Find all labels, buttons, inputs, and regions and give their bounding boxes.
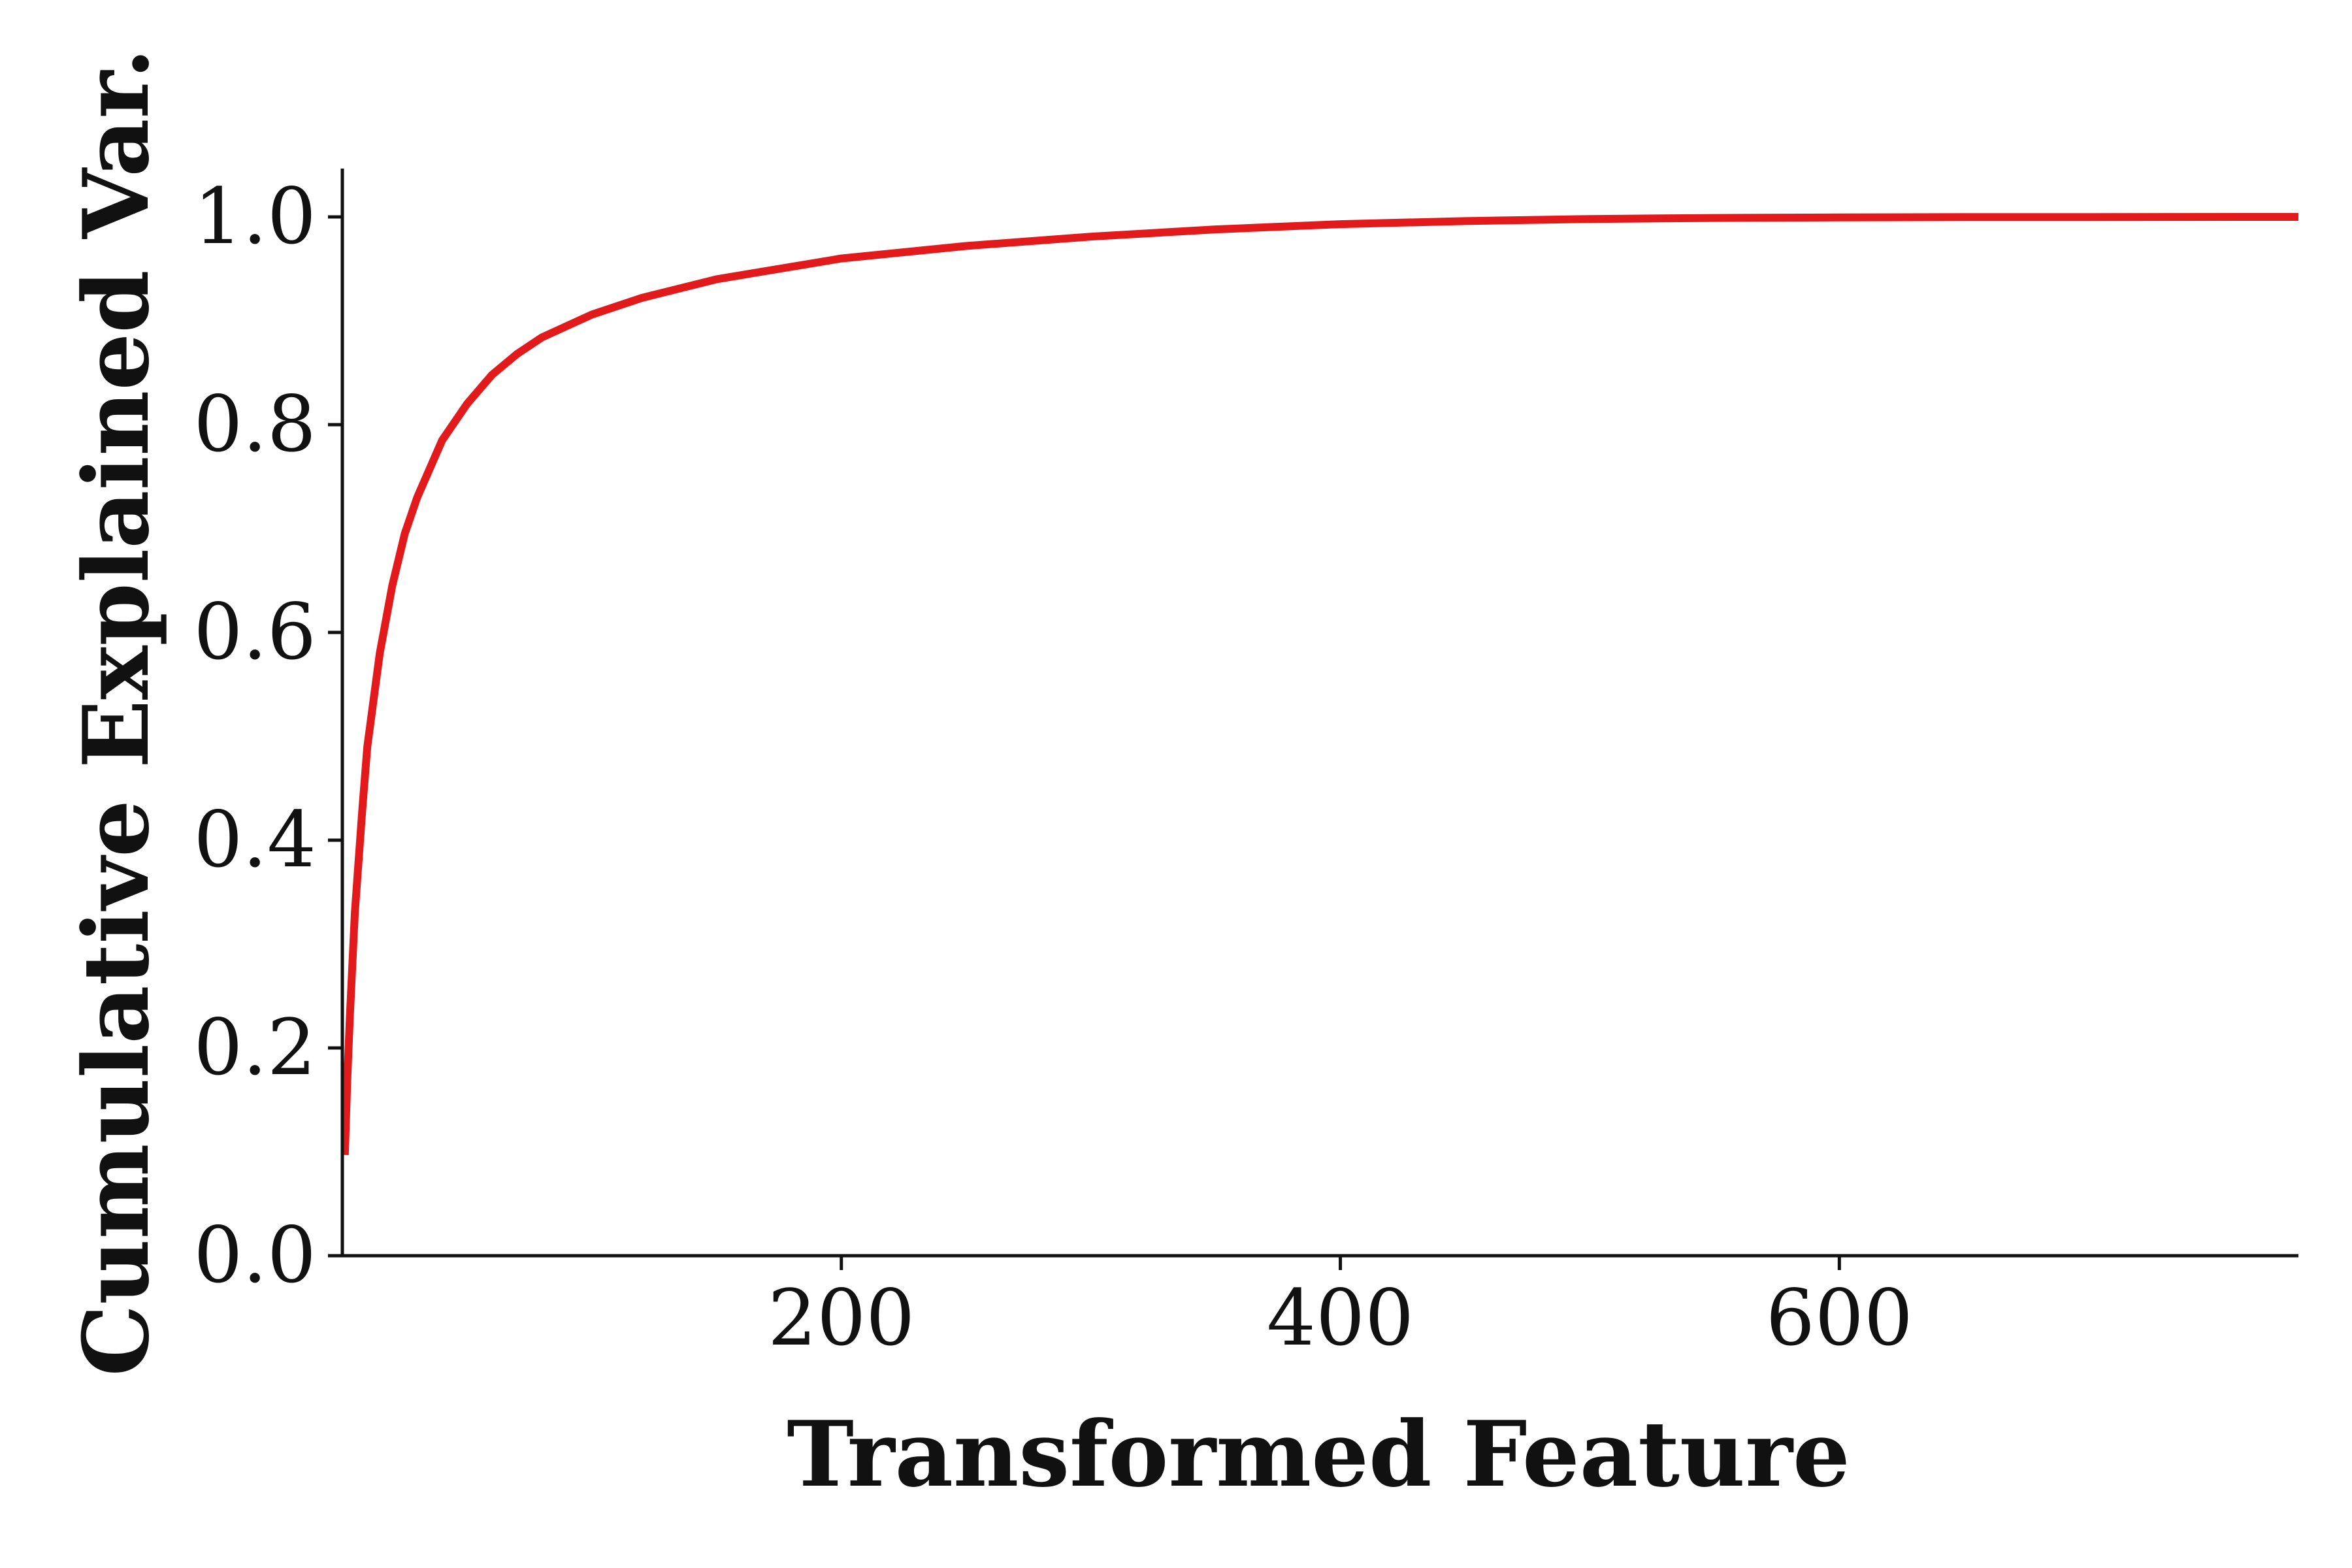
plot-area — [340, 213, 2299, 1155]
y-axis-title: Cumulative Explained Var. — [63, 48, 169, 1376]
x-tick-label: 600 — [1766, 1273, 1913, 1363]
x-axis-title: Transformed Feature — [787, 1401, 1850, 1507]
y-tick-label: 1.0 — [193, 171, 316, 261]
y-tick-label: 0.4 — [193, 794, 316, 885]
y-tick-label: 0.2 — [193, 1002, 316, 1092]
y-tick-label: 0.6 — [193, 587, 316, 677]
ticks: 0.0 0.2 0.4 0.6 0.8 1.0 200 400 600 — [193, 171, 1913, 1363]
y-tick-label: 0.8 — [193, 379, 316, 469]
x-tick-label: 400 — [1267, 1273, 1414, 1363]
x-tick-label: 200 — [768, 1273, 915, 1363]
y-tick-label: 0.0 — [193, 1210, 316, 1300]
series-line-0 — [340, 213, 2299, 1155]
